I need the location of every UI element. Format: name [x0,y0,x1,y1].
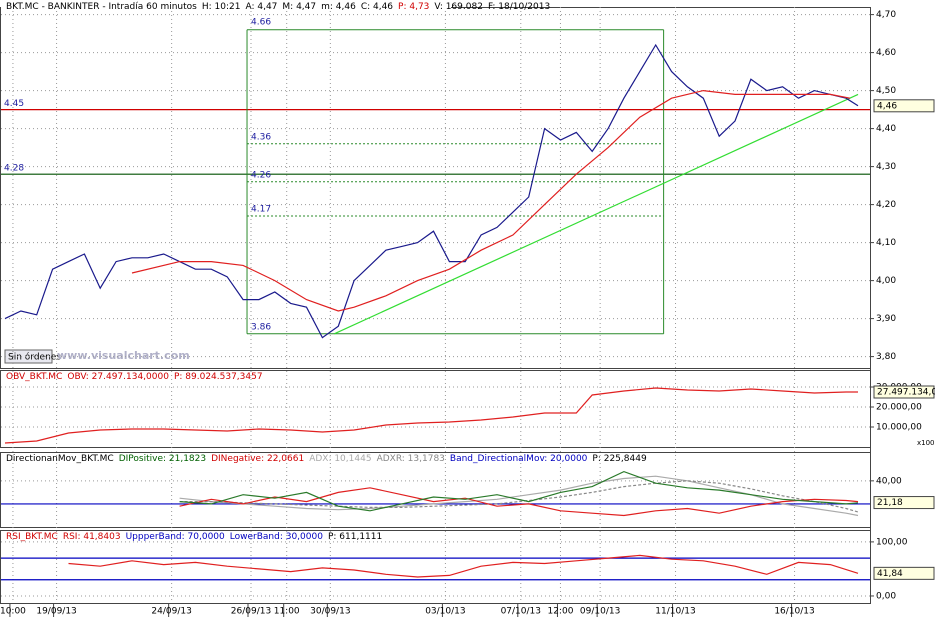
y-tick-label: 3,90 [876,314,896,324]
x-tick-label: 10:00 [0,607,26,617]
y-tick-label: 4,10 [876,238,896,248]
title-part: RSI: 41,8403 [63,532,121,542]
last-value-tag [873,566,935,580]
y-tick-label: 20.000,00 [876,403,922,413]
panel-title: DirectionanMov_BKT.MC DIPositive: 21,1823… [6,454,647,464]
x-tick-label: 24/09/13 [151,607,191,617]
x-tick-label: 03/10/13 [425,607,465,617]
y-tick-label: 4,50 [876,86,896,96]
series-line [4,43,859,339]
x-tick-label: 19/09/13 [36,607,76,617]
y-tick-label: 4,70 [876,10,896,20]
y-tick-label: 0,00 [876,591,896,601]
series-line [179,487,859,517]
fib-label: 4.36 [251,132,271,142]
last-value-label: 41,84 [877,569,903,579]
title-part: OBV: 27.497.134,0000 [67,372,169,382]
title-part: M: 4,47 [282,2,316,12]
title-part: H: 10:21 [202,2,241,12]
last-value-label: 4,46 [877,101,897,111]
title-part: BKT.MC - BANKINTER - Intradía 60 minutos [6,2,197,12]
series-line [131,89,851,312]
title-part: RSI_BKT.MC [6,532,58,542]
panel-title: BKT.MC - BANKINTER - Intradía 60 minutos… [6,2,550,12]
last-value-label: 27.497.134,00 [877,388,935,398]
y-tick-label: 100,00 [876,537,908,547]
unit-label: x1000 [917,439,935,447]
x-tick-label: 12:00 [547,607,573,617]
title-part: m: 4,46 [321,2,356,12]
last-value-tag [873,496,935,510]
last-value-label: 21,18 [877,498,903,508]
x-tick-label: 30/09/13 [310,607,350,617]
y-tick-label: 10.000,00 [876,423,922,433]
series-line [179,480,859,513]
title-part: C: 4,46 [361,2,393,12]
y-tick-label: 3,80 [876,352,896,362]
title-part: P: 225,8449 [592,454,647,464]
title-bg [1,0,451,11]
y-tick-label: 4,00 [876,276,896,286]
y-tick-label: 4,40 [876,124,896,134]
button-label[interactable]: Sin órdenes [8,352,61,363]
title-part: OBV_BKT.MC [6,372,62,382]
title-part: Band_DirectionalMov: 20,0000 [450,454,588,464]
title-part: UppperBand: 70,0000 [126,532,225,542]
y-tick-label: 4,60 [876,48,896,58]
x-tick-label: 16/10/13 [774,607,814,617]
watermark: www.visualchart.com [57,349,190,362]
title-part: DINegative: 22,0661 [211,454,304,464]
level-label: 4.45 [4,99,24,109]
title-part: A: 4,47 [245,2,277,12]
last-value-tag [873,99,935,113]
title-part: P: 4,73 [398,2,429,12]
x-tick-label: 26/09/13 [231,607,271,617]
fib-label: 4.26 [251,170,271,180]
series-line [179,470,859,512]
title-part: F: 18/10/2013 [488,2,550,12]
fib-label: 3.86 [251,322,271,332]
level-label: 4.28 [4,164,24,174]
series-line [68,554,859,578]
series-line [179,475,859,517]
title-part: ADXR: 13,1783 [377,454,445,464]
x-tick-label: 11/10/13 [655,607,695,617]
y-tick-label: 40,00 [876,476,902,486]
last-value-tag [873,385,935,399]
title-part: DirectionanMov_BKT.MC [6,454,114,464]
title-part: P: 89.024.537,3457 [174,372,263,382]
title-part: ADX: 10,1445 [309,454,371,464]
title-part: LowerBand: 30,0000 [230,532,323,542]
fib-label: 4.66 [251,17,271,27]
title-part: P: 611,1111 [328,532,382,542]
title-part: V: 169.082 [434,2,483,12]
y-tick-label: 4,30 [876,162,896,172]
y-tick-label: 4,20 [876,200,896,210]
fib-label: 4.17 [251,205,271,215]
x-tick-label: 07/10/13 [501,607,541,617]
panel-title: RSI_BKT.MC RSI: 41,8403 UppperBand: 70,000… [6,532,382,542]
x-tick-label: 11:00 [274,607,300,617]
series-line [4,387,858,444]
trend-line [334,93,859,335]
panel-title: OBV_BKT.MC OBV: 27.497.134,0000 P: 89.024.… [6,372,263,382]
title-part: DIPositive: 21,1823 [119,454,206,464]
x-tick-label: 09/10/13 [580,607,620,617]
